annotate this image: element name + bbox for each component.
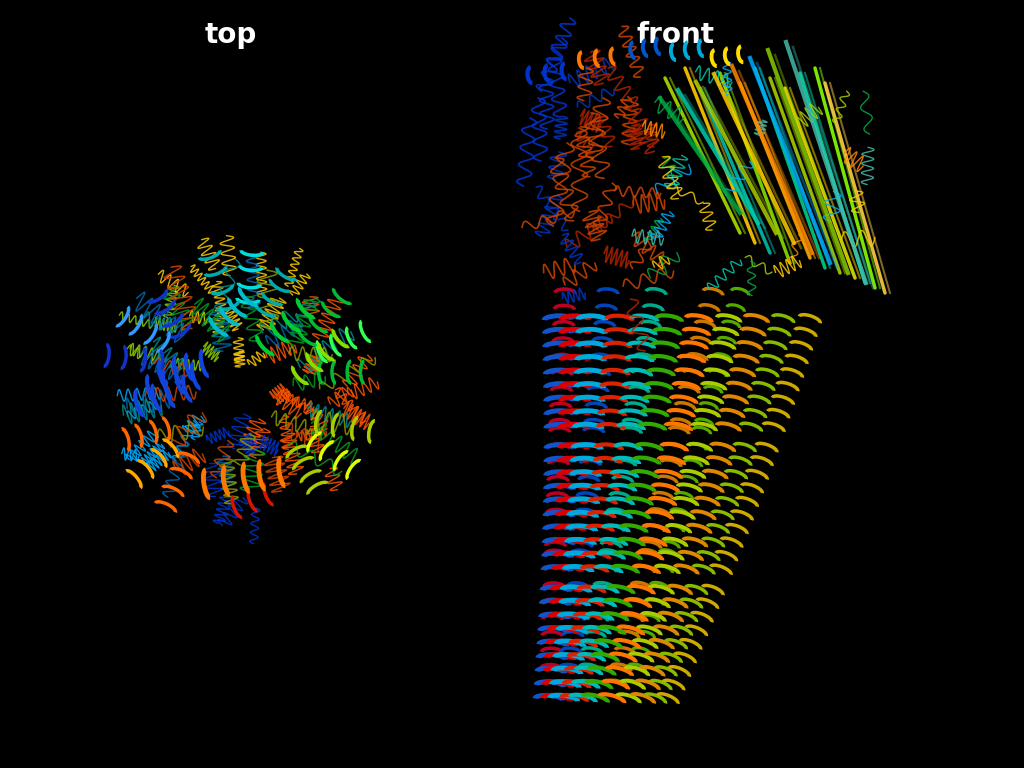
- Text: front: front: [637, 21, 715, 48]
- Text: top: top: [204, 21, 257, 48]
